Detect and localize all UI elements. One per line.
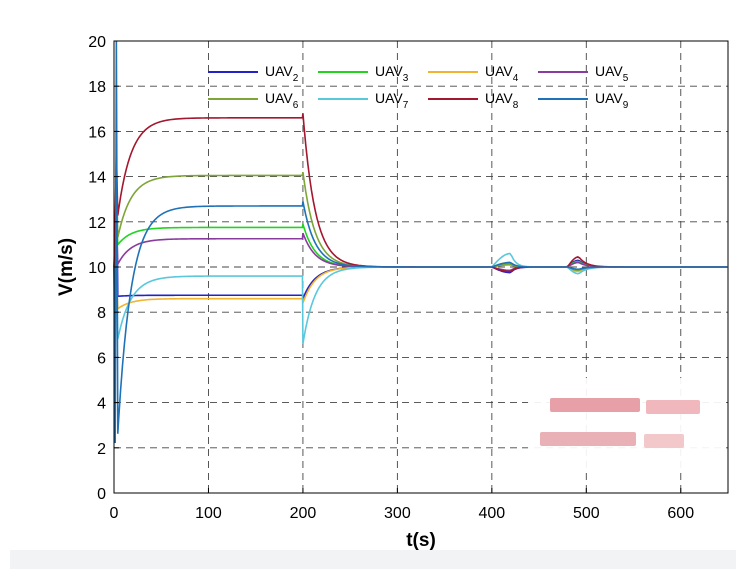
chart-figure: 0 100 200 300 400 500 600 0 2 4 6 8 10 12 14 16 18 20 UAV…: [56, 34, 729, 550]
legend-label: UAV4: [485, 63, 519, 84]
legend-label: UAV7: [375, 90, 409, 111]
legend-label: UAV3: [375, 63, 409, 84]
legend-label: UAV6: [265, 90, 299, 111]
legend-label: UAV5: [595, 63, 629, 84]
x-axis-label: t(s): [406, 530, 436, 550]
legend-label: UAV9: [595, 90, 629, 111]
y-tick-label: 10: [88, 260, 106, 277]
bottom-bar: [10, 550, 736, 569]
y-axis-label: V(m/s): [56, 238, 77, 296]
x-tick-label: 400: [478, 505, 505, 522]
x-tick-label: 600: [667, 505, 694, 522]
y-tick-label: 12: [88, 215, 106, 232]
series-lines: [113, 40, 728, 444]
legend-label: UAV2: [265, 63, 299, 84]
y-tick-label: 16: [88, 124, 106, 141]
x-tick-label: 500: [573, 505, 600, 522]
x-tick-label: 200: [290, 505, 317, 522]
legend-label: UAV8: [485, 90, 519, 111]
legend: UAV2 UAV3 UAV4 UAV5 UAV6 UAV7 UAV8 UAV9: [208, 63, 629, 111]
y-tick-label: 6: [97, 350, 106, 367]
y-tick-label: 14: [88, 170, 106, 187]
y-tick-label: 2: [97, 441, 106, 458]
y-tick-label: 8: [97, 305, 106, 322]
y-tick-label: 20: [88, 34, 106, 51]
y-tick-label: 18: [88, 79, 106, 96]
watermark-blur: [528, 378, 724, 470]
series-line-uav9: [113, 40, 728, 444]
y-tick-label: 0: [97, 486, 106, 503]
x-tick-label: 300: [384, 505, 411, 522]
y-tick-label: 4: [97, 396, 106, 413]
x-tick-label: 100: [195, 505, 222, 522]
x-tick-label: 0: [110, 505, 119, 522]
axis-ticks: 0 100 200 300 400 500 600 0 2 4 6 8 10 12 14 16 18 20: [88, 34, 694, 522]
